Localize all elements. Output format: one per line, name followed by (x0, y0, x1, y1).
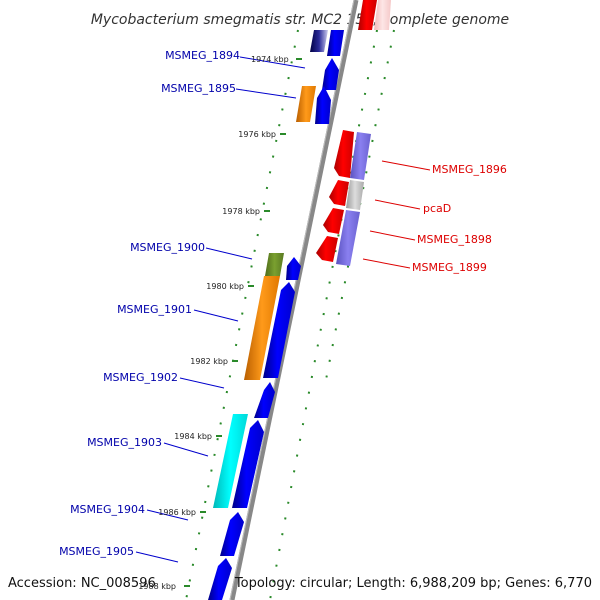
feature-olive[interactable] (265, 253, 284, 276)
feature-lavender[interactable] (336, 210, 360, 266)
cds-feature-msmeg-1902[interactable] (254, 382, 275, 418)
forward-features (208, 30, 344, 600)
map-title: Mycobacterium smegmatis str. MC2 155, co… (91, 12, 509, 28)
feature-cyan[interactable] (213, 414, 248, 508)
feature-orange[interactable] (296, 86, 316, 122)
tick-label-1982: 1982 kbp (190, 357, 228, 366)
gene-label-msmeg-1905[interactable]: MSMEG_1905 (59, 545, 134, 558)
cds-feature-msmeg-1904[interactable] (220, 512, 244, 556)
tick-labels: 1974 kbp 1976 kbp 1978 kbp 1980 kbp 1982… (138, 55, 288, 591)
feature-navy[interactable] (310, 30, 328, 52)
leader-line (205, 247, 253, 260)
leader-line (146, 509, 189, 521)
gene-label-msmeg-1900[interactable]: MSMEG_1900 (130, 241, 205, 254)
cds-feature-msmeg-1895[interactable] (315, 86, 331, 124)
leader-line (163, 442, 209, 457)
genome-summary-text: Topology: circular; Length: 6,988,209 bp… (234, 576, 592, 591)
leader-line (362, 258, 411, 269)
feature-lavender[interactable] (350, 132, 371, 180)
cds-feature-reverse[interactable] (358, 0, 377, 30)
cds-feature-msmeg-1898[interactable] (323, 208, 344, 234)
cds-feature-msmeg-1894[interactable] (322, 58, 339, 90)
label-leaders-forward (135, 56, 306, 563)
leader-line (239, 56, 306, 69)
cds-feature-msmeg-1896[interactable] (334, 130, 354, 178)
genome-backbone (229, 0, 359, 600)
cds-feature-msmeg-1905[interactable] (208, 558, 232, 600)
gene-label-msmeg-1903[interactable]: MSMEG_1903 (87, 436, 162, 449)
leader-line (179, 377, 225, 389)
tick-label-1978: 1978 kbp (222, 207, 260, 216)
track-guide-outer (323, 29, 395, 391)
gene-label-msmeg-1894[interactable]: MSMEG_1894 (165, 49, 240, 62)
leader-line (381, 160, 431, 171)
reverse-features (316, 0, 391, 266)
label-leaders-reverse (362, 160, 431, 269)
tick-label-1976: 1976 kbp (238, 130, 276, 139)
track-guide-inner (185, 29, 299, 600)
gene-label-msmeg-1896[interactable]: MSMEG_1896 (432, 163, 507, 176)
tick-label-1988: 1988 kbp (138, 582, 176, 591)
cds-feature-msmeg-1901[interactable] (263, 282, 295, 378)
leader-line (369, 230, 416, 241)
tick-label-1974: 1974 kbp (251, 55, 289, 64)
leader-line (235, 88, 297, 99)
cds-feature-forward[interactable] (327, 30, 344, 56)
gene-label-pcad[interactable]: pcaD (423, 202, 451, 215)
reverse-gene-labels: MSMEG_1896 pcaD MSMEG_1898 MSMEG_1899 (412, 163, 507, 274)
gene-label-msmeg-1898[interactable]: MSMEG_1898 (417, 233, 492, 246)
feature-grey[interactable] (346, 180, 364, 210)
gene-label-msmeg-1902[interactable]: MSMEG_1902 (103, 371, 178, 384)
gene-label-msmeg-1899[interactable]: MSMEG_1899 (412, 261, 487, 274)
feature-orange[interactable] (244, 276, 280, 380)
cds-feature-msmeg-1900[interactable] (286, 257, 301, 280)
gene-label-msmeg-1901[interactable]: MSMEG_1901 (117, 303, 192, 316)
track-guide-middle (269, 29, 378, 600)
tick-label-1986: 1986 kbp (158, 508, 196, 517)
track-guides (185, 29, 395, 600)
cds-feature-msmeg-1903[interactable] (232, 420, 264, 508)
gene-label-msmeg-1904[interactable]: MSMEG_1904 (70, 503, 145, 516)
leader-line (135, 551, 179, 563)
leader-line (374, 199, 421, 210)
leader-line (193, 309, 239, 322)
tick-label-1984: 1984 kbp (174, 432, 212, 441)
cds-feature-pcad[interactable] (329, 180, 349, 206)
accession-text: Accession: NC_008596 (8, 576, 156, 591)
tick-label-1980: 1980 kbp (206, 282, 244, 291)
tick-marks (184, 58, 302, 587)
cds-feature-reverse[interactable] (374, 0, 391, 30)
cds-feature-msmeg-1899[interactable] (316, 236, 338, 262)
gene-label-msmeg-1895[interactable]: MSMEG_1895 (161, 82, 236, 95)
forward-gene-labels: MSMEG_1894 MSMEG_1895 MSMEG_1900 MSMEG_1… (59, 49, 240, 558)
